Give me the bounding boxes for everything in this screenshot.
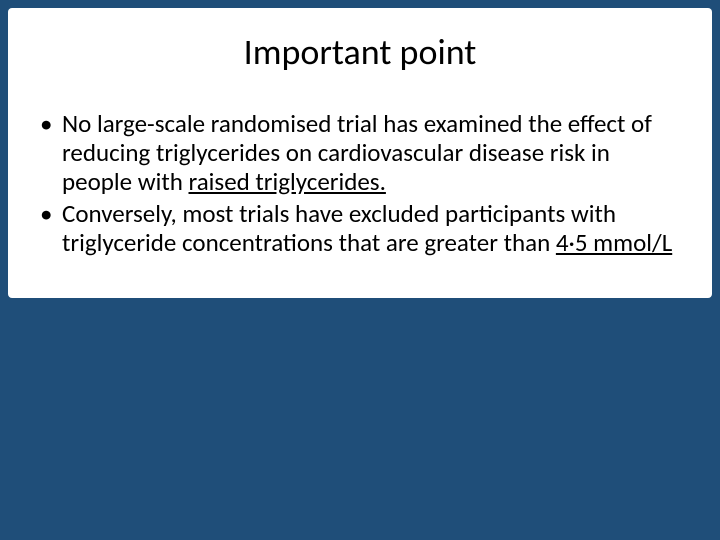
bullet-text-pre: Conversely, most trials have excluded pa… xyxy=(62,198,616,258)
slide: Important point No large-scale randomise… xyxy=(0,0,720,540)
list-item: Conversely, most trials have excluded pa… xyxy=(36,200,684,258)
content-box: Important point No large-scale randomise… xyxy=(8,8,712,298)
slide-title: Important point xyxy=(36,30,684,74)
bullet-text-underlined: raised triglycerides. xyxy=(189,166,386,197)
bullet-text-underlined: 4·5 mmol/L xyxy=(556,227,672,258)
list-item: No large-scale randomised trial has exam… xyxy=(36,110,684,196)
bullet-list: No large-scale randomised trial has exam… xyxy=(36,110,684,258)
